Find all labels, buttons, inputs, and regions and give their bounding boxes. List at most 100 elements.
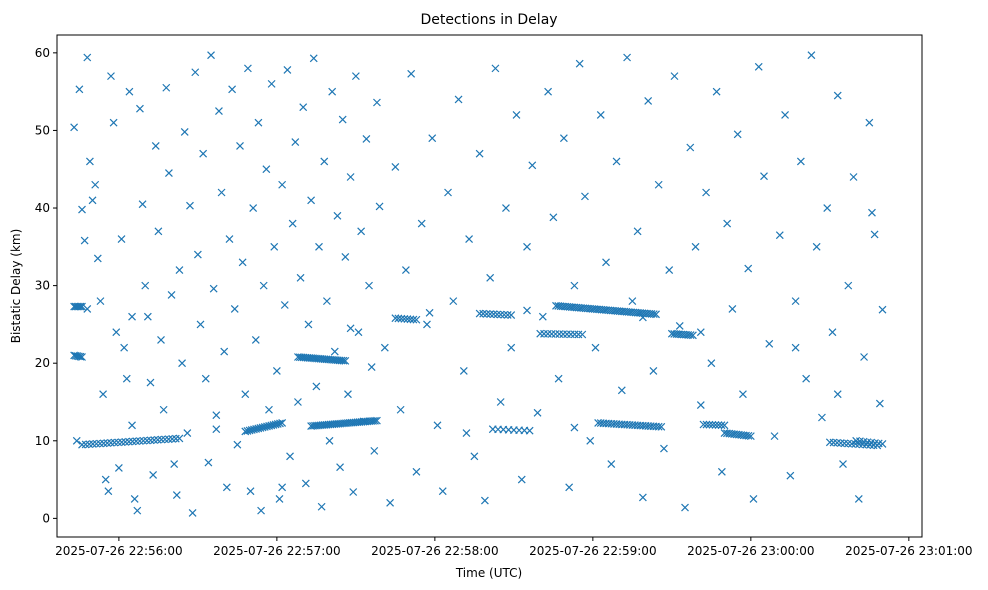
- data-point: [433, 421, 442, 430]
- data-point: [491, 64, 500, 73]
- y-axis-label: Bistatic Delay (km): [9, 229, 23, 344]
- data-point: [818, 413, 826, 422]
- data-point: [686, 143, 695, 152]
- data-point: [688, 331, 697, 340]
- data-point: [570, 330, 579, 339]
- data-point: [265, 405, 273, 414]
- data-point: [154, 227, 163, 236]
- data-point: [150, 436, 159, 444]
- data-point: [544, 87, 553, 96]
- data-point: [257, 506, 265, 515]
- data-point: [349, 488, 358, 496]
- data-point: [80, 236, 89, 245]
- data-point: [278, 419, 287, 427]
- data-point: [117, 235, 126, 243]
- data-point: [170, 460, 179, 468]
- data-point: [112, 328, 121, 337]
- data-point: [301, 479, 310, 488]
- data-point: [317, 502, 326, 511]
- data-point: [386, 498, 395, 507]
- data-point: [74, 302, 83, 311]
- data-point: [212, 425, 221, 434]
- data-point: [294, 398, 302, 406]
- data-point: [133, 506, 142, 515]
- data-point: [617, 386, 626, 395]
- data-point: [304, 320, 313, 329]
- data-point: [559, 134, 568, 143]
- data-point: [486, 310, 495, 318]
- data-point: [222, 483, 231, 492]
- data-point: [320, 157, 329, 166]
- data-point: [412, 467, 421, 476]
- data-point: [760, 172, 768, 181]
- data-point: [551, 330, 560, 338]
- data-point: [717, 421, 726, 430]
- data-point: [341, 356, 350, 365]
- data-point: [373, 98, 381, 107]
- y-tick-label: 60: [35, 46, 50, 60]
- data-point: [812, 242, 821, 251]
- data-point: [78, 440, 86, 449]
- data-point: [602, 258, 610, 267]
- data-point: [180, 128, 189, 136]
- data-point: [291, 138, 300, 146]
- data-point: [868, 208, 876, 217]
- y-tick-label: 20: [35, 356, 50, 370]
- data-point: [171, 434, 180, 443]
- data-point: [336, 463, 344, 472]
- data-point: [73, 352, 82, 360]
- data-point: [391, 314, 400, 323]
- data-point: [83, 53, 92, 62]
- data-point: [591, 343, 600, 352]
- data-point: [157, 435, 166, 444]
- data-point: [865, 118, 874, 127]
- data-point: [438, 487, 447, 496]
- data-point: [705, 420, 714, 429]
- data-point: [533, 408, 542, 417]
- data-point: [207, 51, 215, 60]
- chart-title: Detections in Delay: [420, 12, 557, 28]
- data-point: [623, 53, 632, 62]
- data-point: [81, 440, 90, 449]
- data-point: [500, 310, 509, 319]
- data-point: [196, 320, 205, 329]
- data-point: [249, 204, 258, 212]
- data-point: [75, 85, 84, 94]
- data-point: [153, 435, 162, 444]
- data-point: [296, 273, 305, 282]
- data-point: [283, 65, 292, 74]
- data-point: [657, 422, 666, 431]
- data-point: [149, 471, 158, 479]
- data-point: [470, 452, 479, 461]
- data-point: [717, 467, 726, 476]
- data-point: [365, 281, 373, 290]
- data-point: [259, 281, 268, 290]
- data-point: [74, 352, 83, 361]
- data-point: [496, 398, 505, 406]
- data-point: [136, 104, 144, 113]
- data-point: [454, 95, 463, 104]
- data-point: [178, 359, 187, 368]
- data-point: [199, 149, 208, 158]
- data-point: [70, 351, 79, 360]
- data-point: [168, 434, 177, 443]
- data-point: [702, 188, 711, 197]
- data-point: [186, 201, 194, 210]
- data-point: [117, 438, 126, 447]
- data-point: [475, 309, 484, 318]
- data-point: [307, 196, 316, 205]
- data-point: [570, 281, 579, 290]
- data-point: [212, 411, 221, 420]
- data-point: [823, 204, 832, 212]
- data-point: [217, 188, 226, 197]
- data-point: [540, 329, 548, 338]
- data-point: [796, 157, 805, 166]
- data-point: [825, 438, 834, 447]
- data-point: [878, 305, 887, 314]
- data-points: [70, 51, 887, 517]
- data-point: [233, 440, 242, 449]
- data-point: [720, 421, 729, 430]
- data-point: [76, 352, 85, 361]
- data-point: [122, 374, 131, 383]
- data-point: [696, 401, 705, 410]
